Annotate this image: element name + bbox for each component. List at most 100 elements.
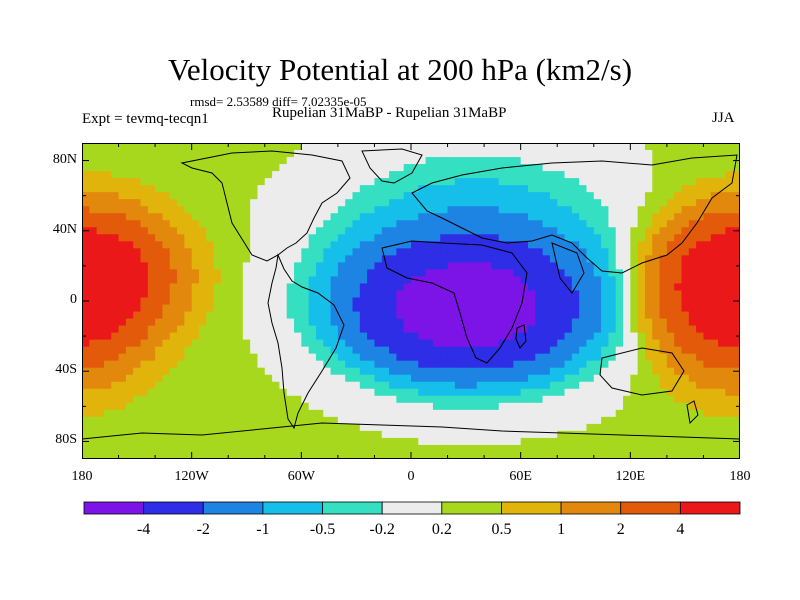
field-cell <box>411 325 419 334</box>
field-cell <box>674 332 683 341</box>
field-cell <box>396 290 405 299</box>
field-cell <box>177 248 185 256</box>
field-cell <box>425 164 434 172</box>
field-cell <box>571 451 580 459</box>
field-cell <box>469 367 478 376</box>
field-cell <box>345 318 354 327</box>
field-cell <box>272 143 280 151</box>
field-cell <box>652 360 661 369</box>
field-cell <box>630 297 639 306</box>
field-cell <box>718 255 726 263</box>
field-cell <box>718 171 726 179</box>
field-cell <box>549 325 558 334</box>
field-cell <box>601 199 609 207</box>
field-cell <box>586 234 595 242</box>
field-cell <box>89 304 98 313</box>
field-cell <box>103 234 112 242</box>
field-cell <box>557 255 566 263</box>
field-cell <box>593 269 602 278</box>
field-cell <box>301 248 310 256</box>
lon-tick-label: 180 <box>729 469 751 484</box>
field-cell <box>315 206 324 214</box>
field-cell <box>718 234 726 242</box>
field-cell <box>432 206 441 214</box>
field-cell <box>549 276 558 285</box>
field-cell <box>286 297 295 306</box>
field-cell <box>440 451 449 459</box>
field-cell <box>527 276 536 285</box>
field-cell <box>198 171 207 179</box>
field-cell <box>140 311 149 320</box>
field-cell <box>213 318 222 327</box>
field-cell <box>718 304 726 313</box>
field-cell <box>198 283 207 292</box>
field-cell <box>140 416 149 425</box>
field-cell <box>491 332 500 341</box>
field-cell <box>286 227 295 235</box>
field-cell <box>666 164 675 172</box>
field-cell <box>549 353 558 362</box>
field-cell <box>608 199 617 207</box>
field-cell <box>586 451 595 459</box>
field-cell <box>513 143 522 151</box>
field-cell <box>666 227 675 235</box>
field-cell <box>198 213 207 221</box>
field-cell <box>403 381 412 390</box>
field-cell <box>374 199 383 207</box>
field-cell <box>250 185 259 193</box>
field-cell <box>498 325 507 334</box>
field-cell <box>213 227 222 235</box>
field-cell <box>454 381 463 390</box>
field-cell <box>257 430 266 439</box>
field-cell <box>652 269 661 278</box>
field-cell <box>147 171 156 179</box>
field-cell <box>491 283 500 292</box>
field-cell <box>315 276 324 285</box>
field-cell <box>389 248 397 256</box>
field-cell <box>235 185 244 193</box>
field-cell <box>352 234 361 242</box>
field-cell <box>593 213 602 221</box>
field-cell <box>177 346 185 355</box>
field-cell <box>235 325 244 334</box>
field-cell <box>125 304 134 313</box>
field-cell <box>125 311 134 320</box>
field-cell <box>279 304 288 313</box>
field-cell <box>447 360 456 369</box>
field-cell <box>235 171 244 179</box>
field-cell <box>198 451 207 459</box>
field-cell <box>257 444 266 453</box>
field-cell <box>593 430 602 439</box>
field-cell <box>623 262 631 270</box>
field-cell <box>184 339 193 348</box>
field-cell <box>213 192 222 200</box>
field-cell <box>630 311 639 320</box>
field-cell <box>666 150 675 158</box>
field-cell <box>257 199 266 207</box>
field-cell <box>279 388 288 397</box>
field-cell <box>644 262 653 270</box>
field-cell <box>264 339 273 348</box>
field-cell <box>133 199 142 207</box>
field-cell <box>345 283 354 292</box>
field-cell <box>308 227 317 235</box>
field-cell <box>308 248 317 256</box>
field-cell <box>191 220 200 228</box>
field-cell <box>125 178 134 186</box>
field-cell <box>411 444 419 453</box>
field-cell <box>520 367 529 376</box>
field-cell <box>89 395 98 404</box>
field-cell <box>601 409 609 418</box>
field-cell <box>681 451 690 459</box>
field-cell <box>250 297 259 306</box>
field-cell <box>301 430 310 439</box>
field-cell <box>228 395 237 404</box>
field-cell <box>374 416 383 425</box>
colorbar-swatch <box>322 501 383 515</box>
field-cell <box>411 199 419 207</box>
field-cell <box>630 157 639 165</box>
field-cell <box>491 227 500 235</box>
field-cell <box>103 374 112 383</box>
field-cell <box>89 283 98 292</box>
field-cell <box>527 374 536 383</box>
